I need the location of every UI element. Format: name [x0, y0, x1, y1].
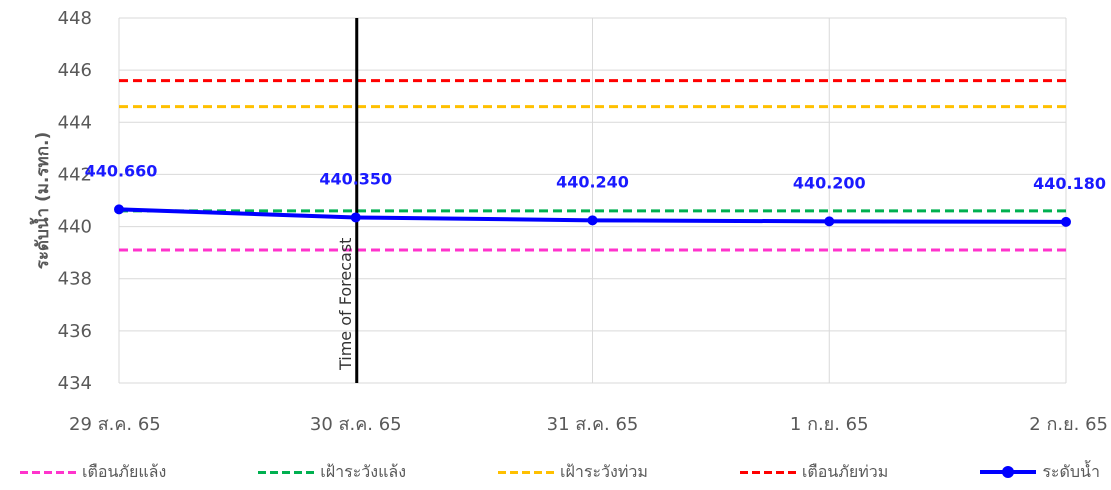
data-label: 440.240 [556, 172, 629, 191]
data-label: 440.350 [319, 169, 392, 188]
x-tick-label: 2 ก.ย. 65 [1029, 414, 1108, 435]
legend-item: ระดับน้ำ [980, 460, 1100, 485]
y-tick-label: 434 [58, 373, 92, 394]
threshold-lines [119, 79, 1066, 252]
y-tick-label: 448 [58, 8, 92, 29]
y-tick-label: 436 [58, 321, 92, 342]
legend-item: เตือนภัยแล้ง [20, 460, 166, 485]
legend-label: เตือนภัยแล้ง [82, 461, 167, 481]
legend-item: เฝ้าระวังท่วม [498, 460, 648, 485]
data-point [114, 204, 124, 215]
legend: เตือนภัยแล้ง เฝ้าระวังแล้ง เฝ้าระวังท่วม เต… [20, 458, 1100, 486]
x-tick-label: 1 ก.ย. 65 [790, 414, 869, 435]
x-tick-label: 31 ส.ค. 65 [547, 414, 639, 435]
water-level-series [114, 204, 1071, 227]
legend-label: เตือนภัยท่วม [801, 461, 889, 481]
data-point [824, 216, 835, 227]
legend-swatch [498, 470, 555, 474]
x-tick-label: 30 ส.ค. 65 [310, 414, 402, 435]
data-point [587, 215, 598, 226]
legend-label: เฝ้าระวังท่วม [560, 461, 648, 481]
data-point [1061, 216, 1071, 227]
legend-swatch [258, 470, 315, 474]
legend-label: เฝ้าระวังแล้ง [320, 461, 407, 481]
y-tick-label: 438 [58, 269, 92, 290]
legend-swatch [739, 470, 796, 474]
legend-label: ระดับน้ำ [1042, 461, 1100, 481]
data-labels: 440.660 440.350 440.240 440.200 440.180 [85, 161, 1106, 193]
y-axis-ticks: 434 436 438 440 442 444 446 448 [58, 8, 92, 394]
y-tick-label: 446 [58, 60, 92, 81]
forecast-label: Time of Forecast [336, 238, 355, 371]
legend-item: เตือนภัยท่วม [739, 460, 889, 485]
legend-item: เฝ้าระวังแล้ง [258, 460, 406, 485]
x-tick-label: 29 ส.ค. 65 [69, 414, 161, 435]
legend-swatch [20, 470, 76, 474]
data-label: 440.180 [1033, 174, 1106, 193]
legend-swatch [980, 466, 1037, 478]
y-axis-label: ระดับน้ำ (ม.รทก.) [29, 132, 53, 269]
data-label: 440.200 [793, 173, 866, 192]
y-tick-label: 444 [58, 112, 92, 133]
y-tick-label: 442 [58, 164, 92, 185]
x-axis-ticks: 29 ส.ค. 65 30 ส.ค. 65 31 ส.ค. 65 1 ก.ย. 65 2… [69, 414, 1108, 435]
legend-marker [1002, 466, 1015, 478]
data-label: 440.660 [85, 161, 158, 180]
data-point [350, 212, 361, 223]
y-tick-label: 440 [58, 217, 92, 238]
grid [118, 17, 1067, 384]
forecast-annotation: Time of Forecast [336, 18, 359, 383]
